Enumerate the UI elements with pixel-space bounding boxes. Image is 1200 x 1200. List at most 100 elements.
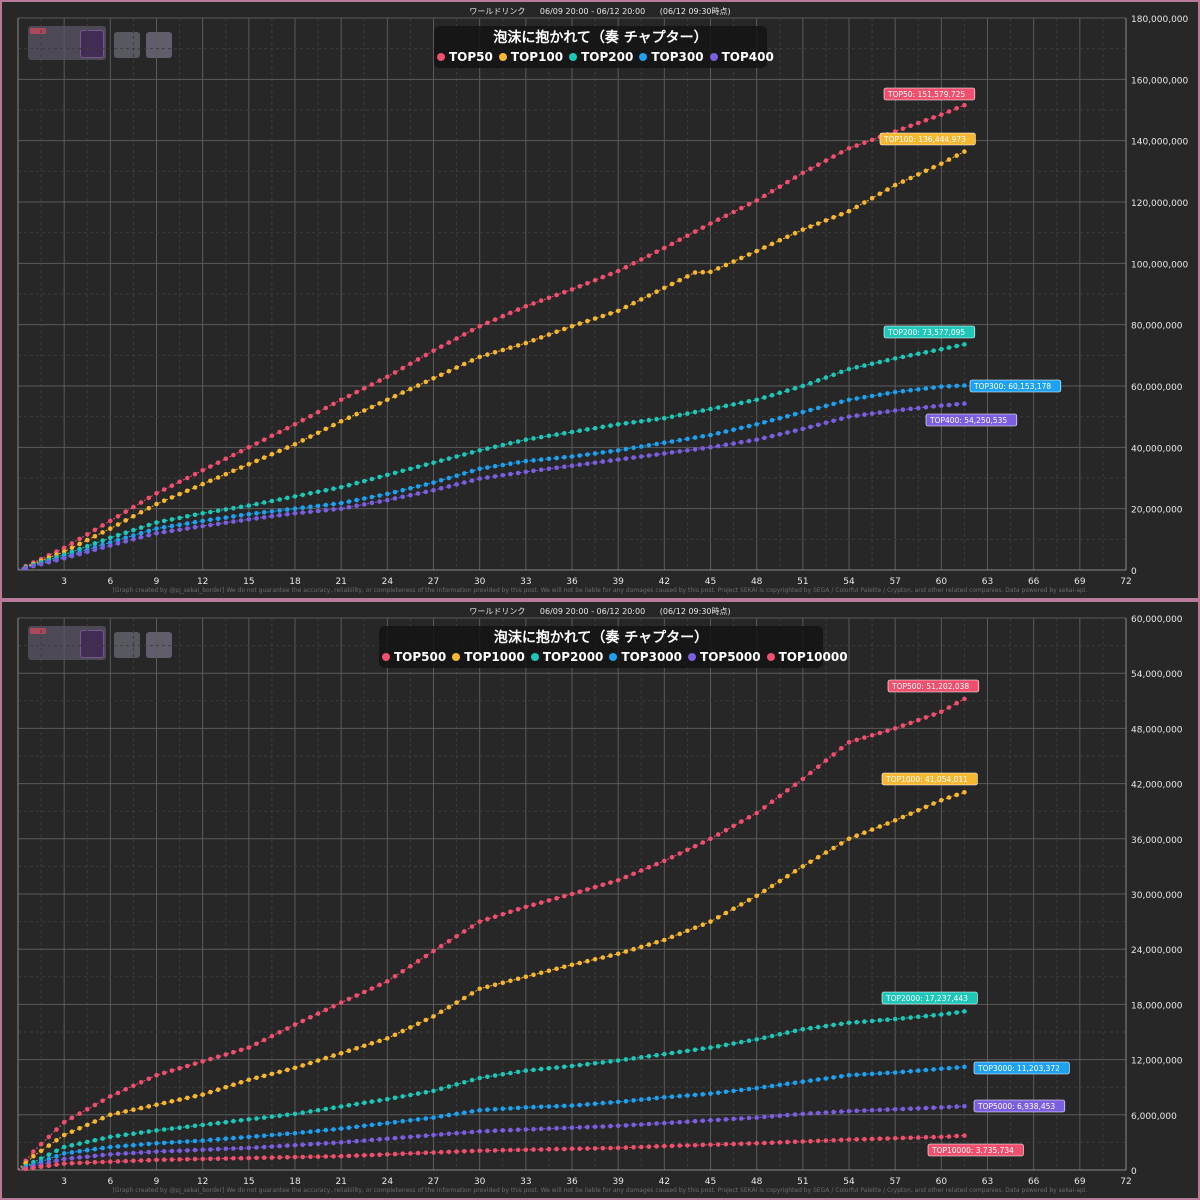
data-point	[554, 1065, 559, 1070]
data-point	[285, 1131, 290, 1137]
data-point	[223, 471, 229, 477]
data-point	[300, 417, 306, 423]
data-point	[962, 1103, 967, 1109]
data-point	[392, 1119, 398, 1125]
data-point	[385, 491, 390, 497]
data-point	[669, 439, 675, 444]
legend-item-top300[interactable]: TOP300	[639, 50, 704, 64]
data-point	[600, 1145, 606, 1151]
data-point	[723, 429, 729, 434]
data-point	[808, 407, 813, 413]
data-point	[215, 1087, 221, 1092]
legend-item-top100[interactable]: TOP100	[498, 50, 563, 64]
data-point	[369, 1137, 375, 1143]
x-tick-label: 9	[154, 1177, 160, 1187]
data-point	[946, 705, 952, 710]
legend-dot-icon	[530, 653, 539, 661]
data-point	[261, 1144, 267, 1150]
data-point	[161, 1127, 167, 1132]
data-point	[61, 1151, 67, 1156]
data-point	[392, 370, 398, 375]
data-point	[377, 982, 382, 988]
data-point	[739, 255, 744, 261]
data-point	[577, 321, 582, 326]
data-point	[854, 1072, 859, 1078]
data-point	[900, 1135, 906, 1141]
data-point	[469, 468, 475, 474]
character-thumbnail	[146, 32, 172, 58]
data-point	[639, 257, 644, 262]
data-point	[877, 191, 883, 197]
data-point	[131, 1083, 136, 1089]
data-point	[631, 300, 636, 306]
data-point	[569, 429, 575, 435]
data-point	[923, 1105, 929, 1111]
data-point	[385, 472, 390, 478]
data-point	[531, 1104, 536, 1110]
data-point	[169, 1148, 175, 1154]
data-point	[238, 513, 244, 518]
legend-label: TOP1000	[464, 650, 525, 664]
data-point	[723, 403, 729, 409]
legend-item-top10000[interactable]: TOP10000	[766, 650, 848, 664]
data-point	[892, 408, 898, 413]
data-point	[800, 1111, 806, 1117]
data-point	[523, 340, 529, 346]
x-tick-label: 21	[335, 1177, 346, 1187]
data-point	[85, 549, 90, 555]
data-point	[692, 925, 698, 930]
legend-item-top400[interactable]: TOP400	[709, 50, 774, 64]
legend-item-top2000[interactable]: TOP2000	[530, 650, 603, 664]
data-point	[400, 390, 406, 395]
data-point	[300, 438, 306, 443]
data-point	[254, 1041, 259, 1047]
data-point	[261, 437, 267, 443]
legend-item-top50[interactable]: TOP50	[437, 50, 493, 64]
data-point	[877, 730, 883, 736]
data-point	[154, 1157, 159, 1163]
data-point	[492, 463, 498, 469]
x-tick-label: 3	[61, 1177, 67, 1187]
data-point	[538, 1066, 544, 1072]
data-point	[762, 1140, 767, 1146]
data-point	[869, 411, 875, 416]
y-tick-label: 24,000,000	[1131, 946, 1183, 956]
data-point	[708, 406, 713, 412]
data-point	[577, 1062, 582, 1068]
data-point	[900, 1016, 906, 1021]
data-point	[892, 389, 898, 395]
data-point	[954, 792, 959, 798]
data-point	[223, 1136, 229, 1141]
data-point	[315, 1154, 321, 1159]
data-point	[408, 1134, 413, 1140]
data-point	[246, 503, 252, 508]
data-point	[908, 1135, 913, 1141]
data-point	[208, 1089, 213, 1095]
data-point	[254, 511, 259, 516]
legend-item-top1000[interactable]: TOP1000	[452, 650, 525, 664]
legend-item-top5000[interactable]: TOP5000	[688, 650, 761, 664]
legend-item-top200[interactable]: TOP200	[569, 50, 633, 64]
data-point	[477, 986, 483, 992]
data-point	[423, 489, 429, 495]
data-point	[531, 338, 536, 343]
data-point	[54, 558, 59, 563]
data-point	[38, 1164, 44, 1170]
data-point	[631, 1098, 636, 1103]
event-name: ワールドリンク	[469, 607, 526, 616]
data-point	[762, 435, 767, 441]
legend-item-top3000[interactable]: TOP3000	[609, 650, 682, 664]
data-point	[515, 1127, 521, 1133]
data-point	[877, 410, 883, 415]
legend-item-top500[interactable]: TOP500	[382, 650, 446, 664]
data-point	[508, 345, 513, 351]
data-point	[854, 833, 859, 838]
data-point	[815, 854, 821, 860]
y-tick-label: 54,000,000	[1131, 670, 1183, 680]
data-point	[892, 129, 898, 134]
data-point	[923, 715, 929, 720]
data-point	[754, 810, 759, 816]
data-point	[754, 1141, 759, 1146]
data-point	[238, 1135, 244, 1140]
data-point	[385, 374, 390, 380]
